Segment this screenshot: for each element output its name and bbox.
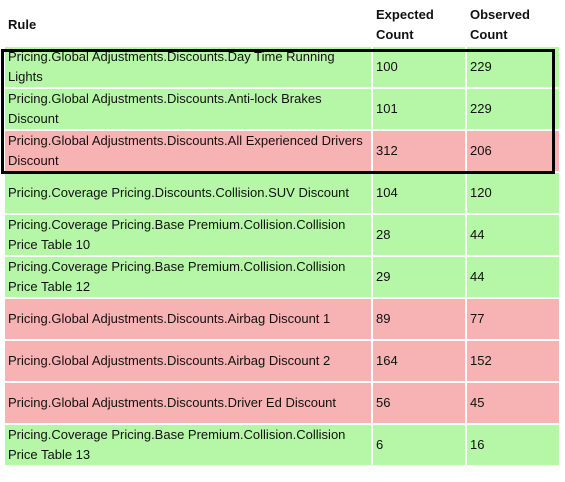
- rule-column-header[interactable]: Rule: [5, 5, 371, 45]
- expected-count-cell: 100: [373, 47, 465, 87]
- observed-count-cell: 229: [467, 47, 559, 87]
- observed-count-cell: 44: [467, 257, 559, 297]
- rule-cell: Pricing.Global Adjustments.Discounts.Ant…: [5, 89, 371, 129]
- observed-count-cell: 16: [467, 425, 559, 465]
- table-row[interactable]: Pricing.Global Adjustments.Discounts.Air…: [5, 341, 559, 381]
- observed-count-cell: 45: [467, 383, 559, 423]
- expected-count-cell: 6: [373, 425, 465, 465]
- table-row[interactable]: Pricing.Global Adjustments.Discounts.Air…: [5, 299, 559, 339]
- observed-count-column-header[interactable]: Observed Count: [467, 5, 559, 45]
- table-row[interactable]: Pricing.Coverage Pricing.Discounts.Colli…: [5, 173, 559, 213]
- expected-count-cell: 164: [373, 341, 465, 381]
- header-row: Rule Expected Count Observed Count: [5, 5, 559, 45]
- rule-cell: Pricing.Global Adjustments.Discounts.Dri…: [5, 383, 371, 423]
- rule-cell: Pricing.Coverage Pricing.Discounts.Colli…: [5, 173, 371, 213]
- table-row[interactable]: Pricing.Coverage Pricing.Base Premium.Co…: [5, 257, 559, 297]
- expected-count-cell: 28: [373, 215, 465, 255]
- expected-count-cell: 312: [373, 131, 465, 171]
- rule-cell: Pricing.Coverage Pricing.Base Premium.Co…: [5, 215, 371, 255]
- table-row[interactable]: Pricing.Global Adjustments.Discounts.Day…: [5, 47, 559, 87]
- rule-cell: Pricing.Global Adjustments.Discounts.Air…: [5, 299, 371, 339]
- expected-count-cell: 104: [373, 173, 465, 213]
- rule-cell: Pricing.Global Adjustments.Discounts.Day…: [5, 47, 371, 87]
- rule-cell: Pricing.Coverage Pricing.Base Premium.Co…: [5, 257, 371, 297]
- observed-count-cell: 229: [467, 89, 559, 129]
- observed-count-cell: 44: [467, 215, 559, 255]
- rule-cell: Pricing.Global Adjustments.Discounts.Air…: [5, 341, 371, 381]
- table-row[interactable]: Pricing.Coverage Pricing.Base Premium.Co…: [5, 425, 559, 465]
- table-row[interactable]: Pricing.Global Adjustments.Discounts.Ant…: [5, 89, 559, 129]
- rules-table: Rule Expected Count Observed Count Prici…: [3, 3, 561, 467]
- observed-count-cell: 77: [467, 299, 559, 339]
- table-row[interactable]: Pricing.Coverage Pricing.Base Premium.Co…: [5, 215, 559, 255]
- rule-cell: Pricing.Coverage Pricing.Base Premium.Co…: [5, 425, 371, 465]
- observed-count-cell: 152: [467, 341, 559, 381]
- table-row[interactable]: Pricing.Global Adjustments.Discounts.Dri…: [5, 383, 559, 423]
- table-row[interactable]: Pricing.Global Adjustments.Discounts.All…: [5, 131, 559, 171]
- expected-count-cell: 29: [373, 257, 465, 297]
- expected-count-column-header[interactable]: Expected Count: [373, 5, 465, 45]
- expected-count-cell: 89: [373, 299, 465, 339]
- rule-cell: Pricing.Global Adjustments.Discounts.All…: [5, 131, 371, 171]
- expected-count-cell: 56: [373, 383, 465, 423]
- observed-count-cell: 206: [467, 131, 559, 171]
- expected-count-cell: 101: [373, 89, 465, 129]
- observed-count-cell: 120: [467, 173, 559, 213]
